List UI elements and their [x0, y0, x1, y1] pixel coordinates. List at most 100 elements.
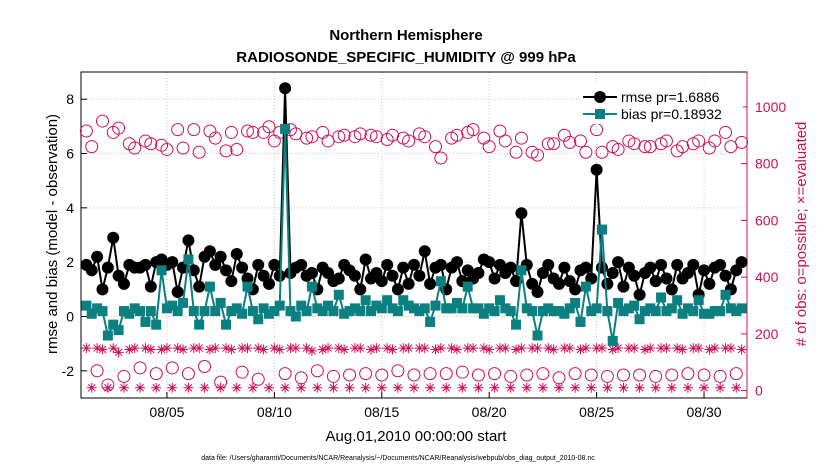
evaluated-point [425, 382, 436, 393]
evaluated-asterisk [618, 382, 629, 393]
evaluated-point [731, 382, 742, 393]
evaluated-asterisk [301, 343, 312, 354]
evaluated-point [725, 343, 736, 354]
evaluated-asterisk [634, 382, 645, 393]
evaluated-asterisk [113, 347, 124, 358]
evaluated-asterisk [419, 343, 430, 354]
rmse-point [107, 231, 120, 244]
possible-point [289, 127, 303, 141]
evaluated-point [489, 382, 500, 393]
evaluated-asterisk [253, 343, 264, 354]
evaluated-point [156, 344, 167, 355]
bias-point [613, 297, 624, 308]
evaluated-point [323, 343, 334, 354]
bias-point [366, 306, 377, 317]
bias-point [194, 319, 205, 330]
possible-point [600, 369, 614, 383]
evaluated-point [720, 343, 731, 354]
possible-point [547, 137, 561, 151]
evaluated-point [312, 382, 323, 393]
bias-point [274, 300, 285, 311]
evaluated-point [274, 344, 285, 355]
bias-point [451, 297, 462, 308]
bias-point [699, 308, 710, 319]
bias-point [596, 224, 607, 235]
bias-point [280, 124, 291, 135]
rmse-point [305, 267, 318, 280]
evaluated-asterisk [489, 382, 500, 393]
evaluated-asterisk [194, 343, 205, 354]
rmse-point [91, 250, 104, 263]
evaluated-point [521, 382, 532, 393]
possible-point [187, 123, 201, 137]
rmse-point [262, 277, 275, 290]
evaluated-point [511, 344, 522, 355]
y-tick-label: -2 [62, 363, 75, 379]
evaluated-point [666, 382, 677, 393]
possible-point [353, 127, 367, 141]
evaluated-point [285, 343, 296, 354]
series-bias [81, 124, 747, 346]
evaluated-point [237, 343, 248, 354]
evaluated-point [435, 343, 446, 354]
rmse-point [359, 253, 372, 266]
rmse-point [413, 269, 426, 282]
rmse-point [434, 258, 447, 271]
evaluated-point [602, 382, 613, 393]
bias-point [505, 306, 516, 317]
evaluated-point [672, 343, 683, 354]
evaluated-point [253, 343, 264, 354]
evaluated-asterisk [387, 344, 398, 355]
bias-point [656, 292, 667, 303]
rmse-point [617, 280, 630, 293]
evaluated-point [129, 343, 140, 354]
y-tick-label: 4 [66, 200, 74, 216]
rmse-point [348, 269, 361, 282]
possible-point [294, 371, 308, 385]
possible-point [552, 371, 566, 385]
rmse-point [397, 261, 410, 274]
possible-point [321, 134, 335, 148]
evaluated-asterisk [204, 344, 215, 355]
evaluated-point [172, 343, 183, 354]
bias-point [419, 303, 430, 314]
evaluated-asterisk [328, 382, 339, 393]
rmse-point [166, 256, 179, 269]
bias-point [323, 300, 334, 311]
y-tick-label: 0 [66, 309, 74, 325]
data-file-footnote: data file: /Users/gharamti/Documents/NCA… [201, 455, 595, 462]
bias-point [650, 306, 661, 317]
evaluated-point [204, 344, 215, 355]
possible-point [488, 367, 502, 381]
evaluated-point [263, 382, 274, 393]
bias-point [473, 303, 484, 314]
evaluated-asterisk [688, 343, 699, 354]
x-tick-label: 08/25 [579, 404, 614, 420]
evaluated-asterisk [199, 382, 210, 393]
evaluated-point [419, 343, 430, 354]
evaluated-asterisk [645, 343, 656, 354]
possible-point [670, 144, 684, 158]
y-right-tick-label: 600 [755, 212, 779, 228]
bias-point [296, 300, 307, 311]
rmse-point [381, 258, 394, 271]
evaluated-asterisk [725, 343, 736, 354]
possible-point [192, 145, 206, 159]
rmse-point [230, 248, 243, 261]
rmse-point [655, 258, 668, 271]
rmse-point [214, 250, 227, 263]
bias-point [634, 314, 645, 325]
rmse-point [612, 256, 625, 269]
possible-point [407, 368, 421, 382]
evaluated-point [188, 343, 199, 354]
evaluated-asterisk [349, 343, 360, 354]
evaluated-point [715, 382, 726, 393]
bias-point [258, 303, 269, 314]
evaluated-point [451, 344, 462, 355]
rmse-point [488, 272, 501, 285]
evaluated-point [135, 382, 146, 393]
rmse-point [472, 267, 485, 280]
evaluated-asterisk [570, 382, 581, 393]
evaluated-asterisk [226, 344, 237, 355]
evaluated-point [505, 382, 516, 393]
